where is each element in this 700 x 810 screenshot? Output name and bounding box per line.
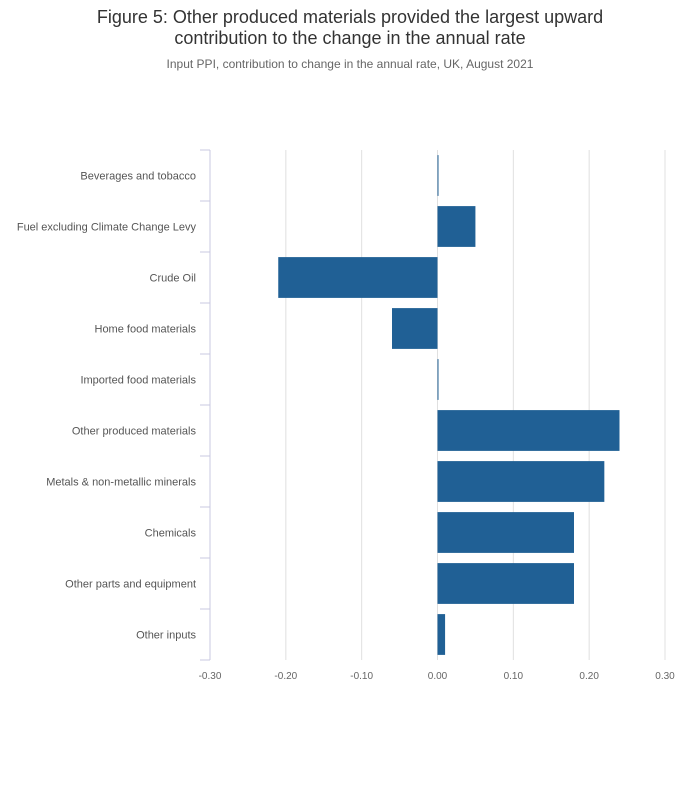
category-label: Imported food materials bbox=[80, 375, 196, 387]
category-label: Crude Oil bbox=[150, 273, 196, 285]
bar bbox=[437, 359, 439, 400]
category-label: Other inputs bbox=[136, 630, 196, 642]
bar bbox=[437, 512, 574, 553]
category-label: Other parts and equipment bbox=[65, 579, 196, 591]
x-tick-label: -0.20 bbox=[274, 671, 297, 682]
category-label: Home food materials bbox=[95, 324, 197, 336]
bar bbox=[437, 461, 605, 502]
x-tick-label: -0.30 bbox=[199, 671, 222, 682]
category-label: Metals & non-metallic minerals bbox=[46, 477, 196, 489]
bar bbox=[392, 308, 438, 349]
category-label: Beverages and tobacco bbox=[80, 171, 196, 183]
x-tick-label: 0.30 bbox=[655, 671, 675, 682]
x-tick-label: 0.10 bbox=[504, 671, 524, 682]
chart-title-line-1: Figure 5: Other produced materials provi… bbox=[96, 7, 604, 27]
chart-subtitle: Input PPI, contribution to change in the… bbox=[166, 57, 534, 71]
category-label: Fuel excluding Climate Change Levy bbox=[17, 222, 197, 234]
bar bbox=[437, 563, 574, 604]
bar bbox=[278, 257, 438, 298]
bar bbox=[437, 206, 476, 247]
bar bbox=[437, 410, 620, 451]
chart-title-line-2: contribution to the change in the annual… bbox=[174, 28, 526, 48]
x-tick-label: 0.00 bbox=[428, 671, 448, 682]
x-tick-label: -0.10 bbox=[350, 671, 373, 682]
bar bbox=[437, 155, 439, 196]
chart-title: Figure 5: Other produced materials provi… bbox=[0, 7, 700, 49]
category-label: Chemicals bbox=[145, 528, 197, 540]
x-tick-label: 0.20 bbox=[579, 671, 599, 682]
bar bbox=[437, 614, 446, 655]
category-label: Other produced materials bbox=[72, 426, 197, 438]
